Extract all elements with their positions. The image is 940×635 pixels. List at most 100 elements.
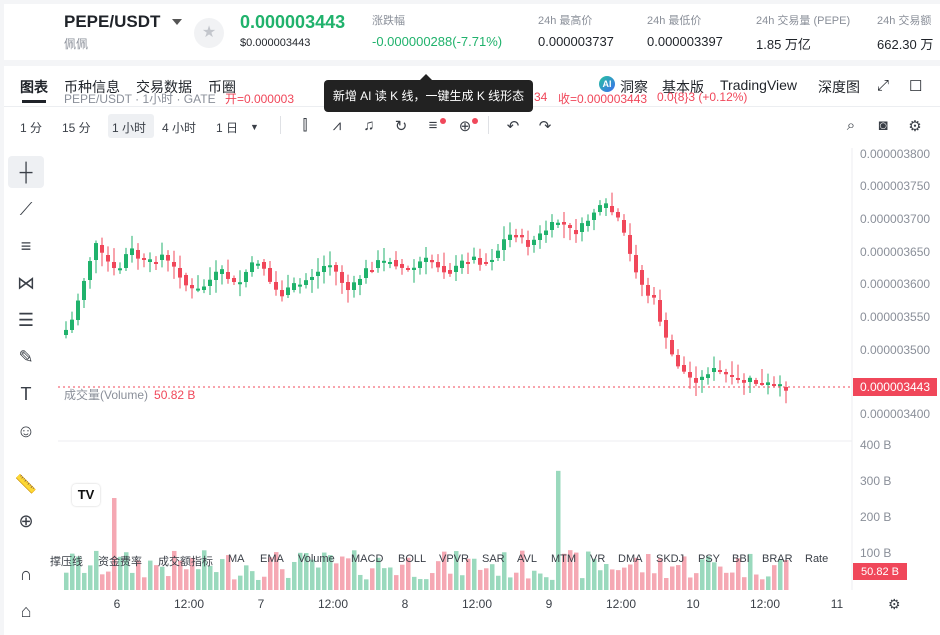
ai-insight-link[interactable]: 洞察 (620, 79, 648, 95)
volume-bar (532, 570, 537, 590)
alert-icon[interactable]: ♫ (363, 117, 375, 134)
settings-icon[interactable]: ⚙ (888, 596, 901, 612)
new-badge-dot (440, 118, 446, 124)
chevron-down-icon[interactable] (172, 19, 182, 25)
indicator-6[interactable]: MACD (351, 553, 384, 565)
timeframe-15m[interactable]: 15 分 (62, 121, 91, 135)
candle-body (250, 262, 254, 272)
tradingview-tab[interactable]: TradingView (720, 77, 798, 93)
window-icon[interactable]: ☐ (909, 78, 923, 95)
trendline-icon[interactable]: ⟋ (19, 199, 33, 219)
emoji-icon[interactable]: ☺ (16, 421, 36, 441)
candle-body (478, 258, 482, 265)
lock-icon[interactable]: ⌂ (20, 601, 32, 621)
pattern-icon[interactable]: ⋈ (17, 273, 35, 293)
settings-gear-icon[interactable]: ⚙ (908, 118, 922, 135)
search-icon[interactable]: ⌕ (846, 117, 856, 134)
indicator-10[interactable]: AVL (517, 553, 537, 565)
indicator-1[interactable]: 资金费率 (98, 556, 142, 568)
candle-body (724, 372, 728, 375)
indicator-17[interactable]: BRAR (762, 553, 793, 565)
timeframe-more-chevron-icon[interactable]: ▼ (250, 122, 259, 132)
tab-community[interactable]: 币圈 (208, 79, 236, 95)
zoom-in-icon[interactable]: ⊕ (18, 511, 34, 531)
indicator-5[interactable]: Volume (298, 553, 335, 565)
volume-axis-label: 300 B (860, 474, 891, 488)
text-icon[interactable]: T (20, 384, 32, 404)
price-axis-label: 0.000003600 (860, 277, 930, 291)
candle-body (436, 262, 440, 268)
volume-bar (700, 559, 705, 590)
indicator-3[interactable]: MA (228, 553, 245, 565)
indicator-12[interactable]: VR (590, 553, 606, 565)
depth-chart-tab[interactable]: 深度图 (818, 79, 860, 95)
indicator-11[interactable]: MTM (551, 553, 577, 565)
indicator-4[interactable]: EMA (260, 553, 284, 565)
horizontal-lines-icon[interactable]: ≡ (20, 236, 32, 256)
indicator-16[interactable]: BBI (732, 553, 750, 565)
add-indicator-icon[interactable]: ⊕ (458, 118, 472, 135)
candle-body (340, 272, 344, 283)
candle-body (634, 255, 638, 273)
indicator-chart-icon[interactable]: ⩘ (332, 117, 342, 134)
volume-bar (376, 557, 381, 590)
ai-insight-icon[interactable]: AI (599, 76, 615, 92)
volume-bar (538, 573, 543, 590)
volume-bar (148, 560, 153, 590)
price-axis-label: 0.000003800 (860, 147, 930, 161)
tab-trade-data[interactable]: 交易数据 (136, 79, 192, 95)
indicator-9[interactable]: SAR (482, 553, 505, 565)
undo-icon[interactable]: ↶ (506, 118, 520, 135)
ruler-icon[interactable]: 📏 (14, 474, 38, 494)
replay-icon[interactable]: ↻ (394, 118, 408, 135)
candle-body (76, 300, 80, 320)
candle-type-icon[interactable]: ⫿ (302, 117, 308, 134)
volume-bar (64, 572, 69, 590)
candle-body (502, 239, 506, 250)
favorite-star-icon[interactable]: ★ (194, 18, 224, 48)
candle-body (754, 380, 758, 384)
timeframe-1m[interactable]: 1 分 (20, 121, 43, 135)
brush-icon[interactable]: ✎ (18, 347, 34, 367)
candle-body (316, 271, 320, 276)
open-value: 开=0.000003 (224, 92, 294, 106)
candle-body (106, 255, 110, 262)
candle-body (736, 378, 740, 380)
timeframe-1d[interactable]: 1 日 (216, 121, 239, 135)
tab-coin-info[interactable]: 币种信息 (64, 79, 120, 95)
crosshair-icon[interactable]: ┼ (8, 156, 44, 188)
timeframe-1h[interactable]: 1 小时 (112, 121, 147, 135)
symbol-selector[interactable]: PEPE/USDT (64, 12, 161, 31)
indicator-15[interactable]: PSY (698, 553, 721, 565)
indicator-2[interactable]: 成交额指标 (158, 556, 213, 568)
volume-bar (418, 579, 423, 590)
basic-view-tab[interactable]: 基本版 (662, 79, 704, 95)
stat-24h-low: 24h 最低价 0.000003397 (647, 15, 723, 49)
indicator-18[interactable]: Rate (805, 553, 829, 565)
volume-bar (568, 550, 573, 590)
camera-icon[interactable]: ◙ (878, 117, 888, 134)
indicator-14[interactable]: SKDJ (656, 553, 685, 565)
indicator-7[interactable]: BOLL (398, 553, 427, 565)
indicator-8[interactable]: VPVR (439, 553, 469, 565)
expand-icon[interactable]: ⤢ (877, 77, 890, 94)
indicator-13[interactable]: DMA (618, 553, 643, 565)
candle-body (220, 269, 224, 274)
magnet-icon[interactable]: ∩ (19, 564, 33, 584)
volume-bar (274, 552, 279, 590)
candle-body (82, 280, 86, 300)
fib-icon[interactable]: ☰ (17, 310, 35, 330)
time-axis-label: 12:00 (462, 597, 492, 611)
ai-kline-icon[interactable]: ≡ (428, 117, 438, 134)
timeframe-4h[interactable]: 4 小时 (162, 121, 197, 135)
volume-bar (76, 556, 81, 590)
toolbar-divider (280, 116, 281, 134)
tab-chart[interactable]: 图表 (20, 79, 48, 95)
candle-body (550, 222, 554, 230)
redo-icon[interactable]: ↷ (538, 118, 552, 135)
volume-bar (760, 579, 765, 590)
indicator-0[interactable]: 撑压线 (50, 556, 83, 568)
candle-body (646, 285, 650, 296)
volume-bar (478, 569, 483, 590)
